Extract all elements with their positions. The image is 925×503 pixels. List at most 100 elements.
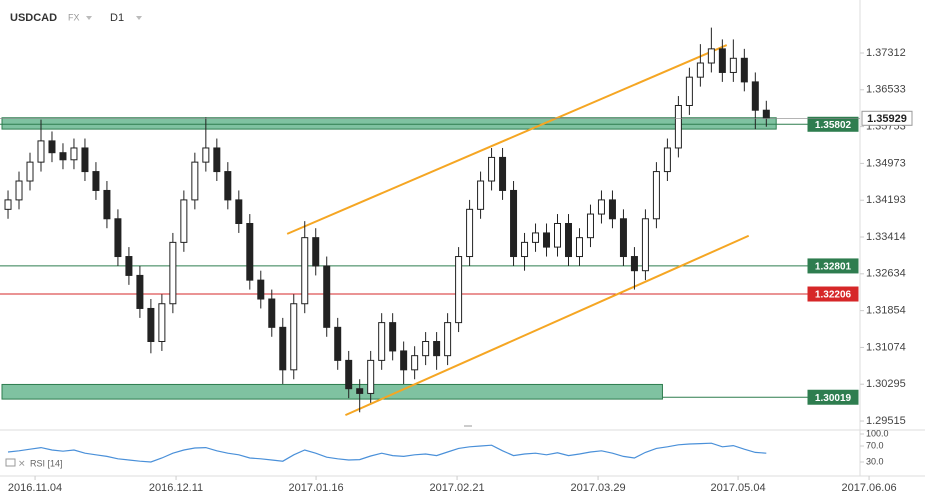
candle-body xyxy=(136,274,144,309)
candle-body xyxy=(575,237,583,258)
y-tick-label: 1.30295 xyxy=(866,378,906,390)
candle-body xyxy=(444,322,452,357)
candle-body xyxy=(532,232,540,243)
candle-body xyxy=(125,256,133,276)
candle-body xyxy=(334,326,342,361)
candle-body xyxy=(81,147,89,173)
level-box xyxy=(807,389,859,405)
candle-body xyxy=(740,57,748,83)
x-tick-label: 2017.05.04 xyxy=(711,482,766,494)
candle-body xyxy=(707,48,715,64)
x-tick-label: 2016.11.04 xyxy=(8,482,62,494)
trend-line xyxy=(344,234,750,417)
candle-body xyxy=(488,156,496,182)
candle-body xyxy=(477,180,485,210)
candle-body xyxy=(290,303,298,371)
candle-body xyxy=(751,81,759,111)
candle-body xyxy=(4,199,12,210)
candle-body xyxy=(59,152,67,161)
candle-body xyxy=(422,340,430,357)
y-tick-label: 1.34193 xyxy=(866,194,906,206)
market-dropdown[interactable] xyxy=(86,16,92,20)
y-tick-label: 1.37312 xyxy=(866,47,906,59)
x-tick-label: 2017.02.21 xyxy=(430,482,485,494)
x-tick-label: 2016.12.11 xyxy=(149,482,203,494)
symbol[interactable]: USDCAD xyxy=(10,12,57,24)
rsi-icon[interactable] xyxy=(5,458,16,467)
candle-body xyxy=(312,237,320,267)
rsi-tick-label: 70.0 xyxy=(866,440,884,450)
candle-body xyxy=(191,161,199,201)
candle-body xyxy=(663,147,671,173)
level-box xyxy=(807,286,859,302)
candle-body xyxy=(466,208,474,258)
candle-body xyxy=(367,359,375,394)
candle-body xyxy=(37,140,45,163)
x-tick-label: 2017.03.29 xyxy=(571,482,626,494)
candle-body xyxy=(345,359,353,390)
candle-body xyxy=(729,57,737,73)
y-tick-label: 1.34973 xyxy=(866,157,906,169)
y-tick-label: 1.29515 xyxy=(866,415,906,427)
candle-body xyxy=(26,161,34,182)
candle-body xyxy=(674,104,682,149)
timeframe[interactable]: D1 xyxy=(110,12,124,24)
level-box xyxy=(807,116,859,132)
candle-body xyxy=(70,147,78,161)
candle-body xyxy=(356,388,364,394)
candle-body xyxy=(718,48,726,73)
candle-body xyxy=(235,199,243,224)
level-box xyxy=(807,258,859,274)
y-tick-label: 1.31854 xyxy=(866,305,906,317)
rsi-label: RSI [14] xyxy=(30,458,63,468)
candle-body xyxy=(641,218,649,272)
candle-body xyxy=(554,222,562,248)
candle-body xyxy=(586,213,594,239)
rsi-tick-label: 100.0 xyxy=(866,428,889,438)
candle-body xyxy=(246,222,254,281)
zone xyxy=(1,383,663,400)
current-price-label: 1.35929 xyxy=(867,113,907,125)
candle-body xyxy=(92,171,100,191)
candle-body xyxy=(433,340,441,357)
candle-body xyxy=(279,326,287,371)
candle-body xyxy=(103,189,111,220)
candle-body xyxy=(564,222,572,258)
candle-body xyxy=(762,109,770,119)
candle-body xyxy=(48,140,56,154)
candle-body xyxy=(180,199,188,243)
level-label: 1.32801 xyxy=(815,262,852,273)
level-label: 1.32206 xyxy=(815,290,852,301)
candle-body xyxy=(400,350,408,371)
candle-body xyxy=(652,171,660,220)
rsi-line xyxy=(7,442,767,463)
candle-body xyxy=(597,199,605,215)
candle-body xyxy=(521,241,529,258)
y-tick-label: 1.36533 xyxy=(866,84,906,96)
y-tick-label: 1.31074 xyxy=(866,341,906,353)
candle-body xyxy=(213,147,221,173)
candle-body xyxy=(411,355,419,371)
level-label: 1.30019 xyxy=(815,393,852,404)
candle-body xyxy=(630,256,638,272)
rsi-tick-label: 30.0 xyxy=(866,456,884,466)
candle-body xyxy=(169,241,177,305)
candle-body xyxy=(543,232,551,248)
timeframe-dropdown[interactable] xyxy=(136,16,142,20)
candle-body xyxy=(147,307,155,342)
candle-body xyxy=(268,298,276,328)
candle-body xyxy=(619,218,627,258)
x-tick-label: 2017.06.06 xyxy=(842,482,897,494)
candle-body xyxy=(114,218,122,258)
candle-body xyxy=(455,256,463,324)
zone xyxy=(1,117,777,130)
current-price-box xyxy=(861,110,913,126)
y-tick-label: 1.33414 xyxy=(866,231,906,243)
rsi-close[interactable]: ✕ xyxy=(18,458,26,468)
y-tick-label: 1.32634 xyxy=(866,268,906,280)
candle-body xyxy=(696,62,704,78)
candle-body xyxy=(323,265,331,328)
candle-body xyxy=(301,237,309,305)
